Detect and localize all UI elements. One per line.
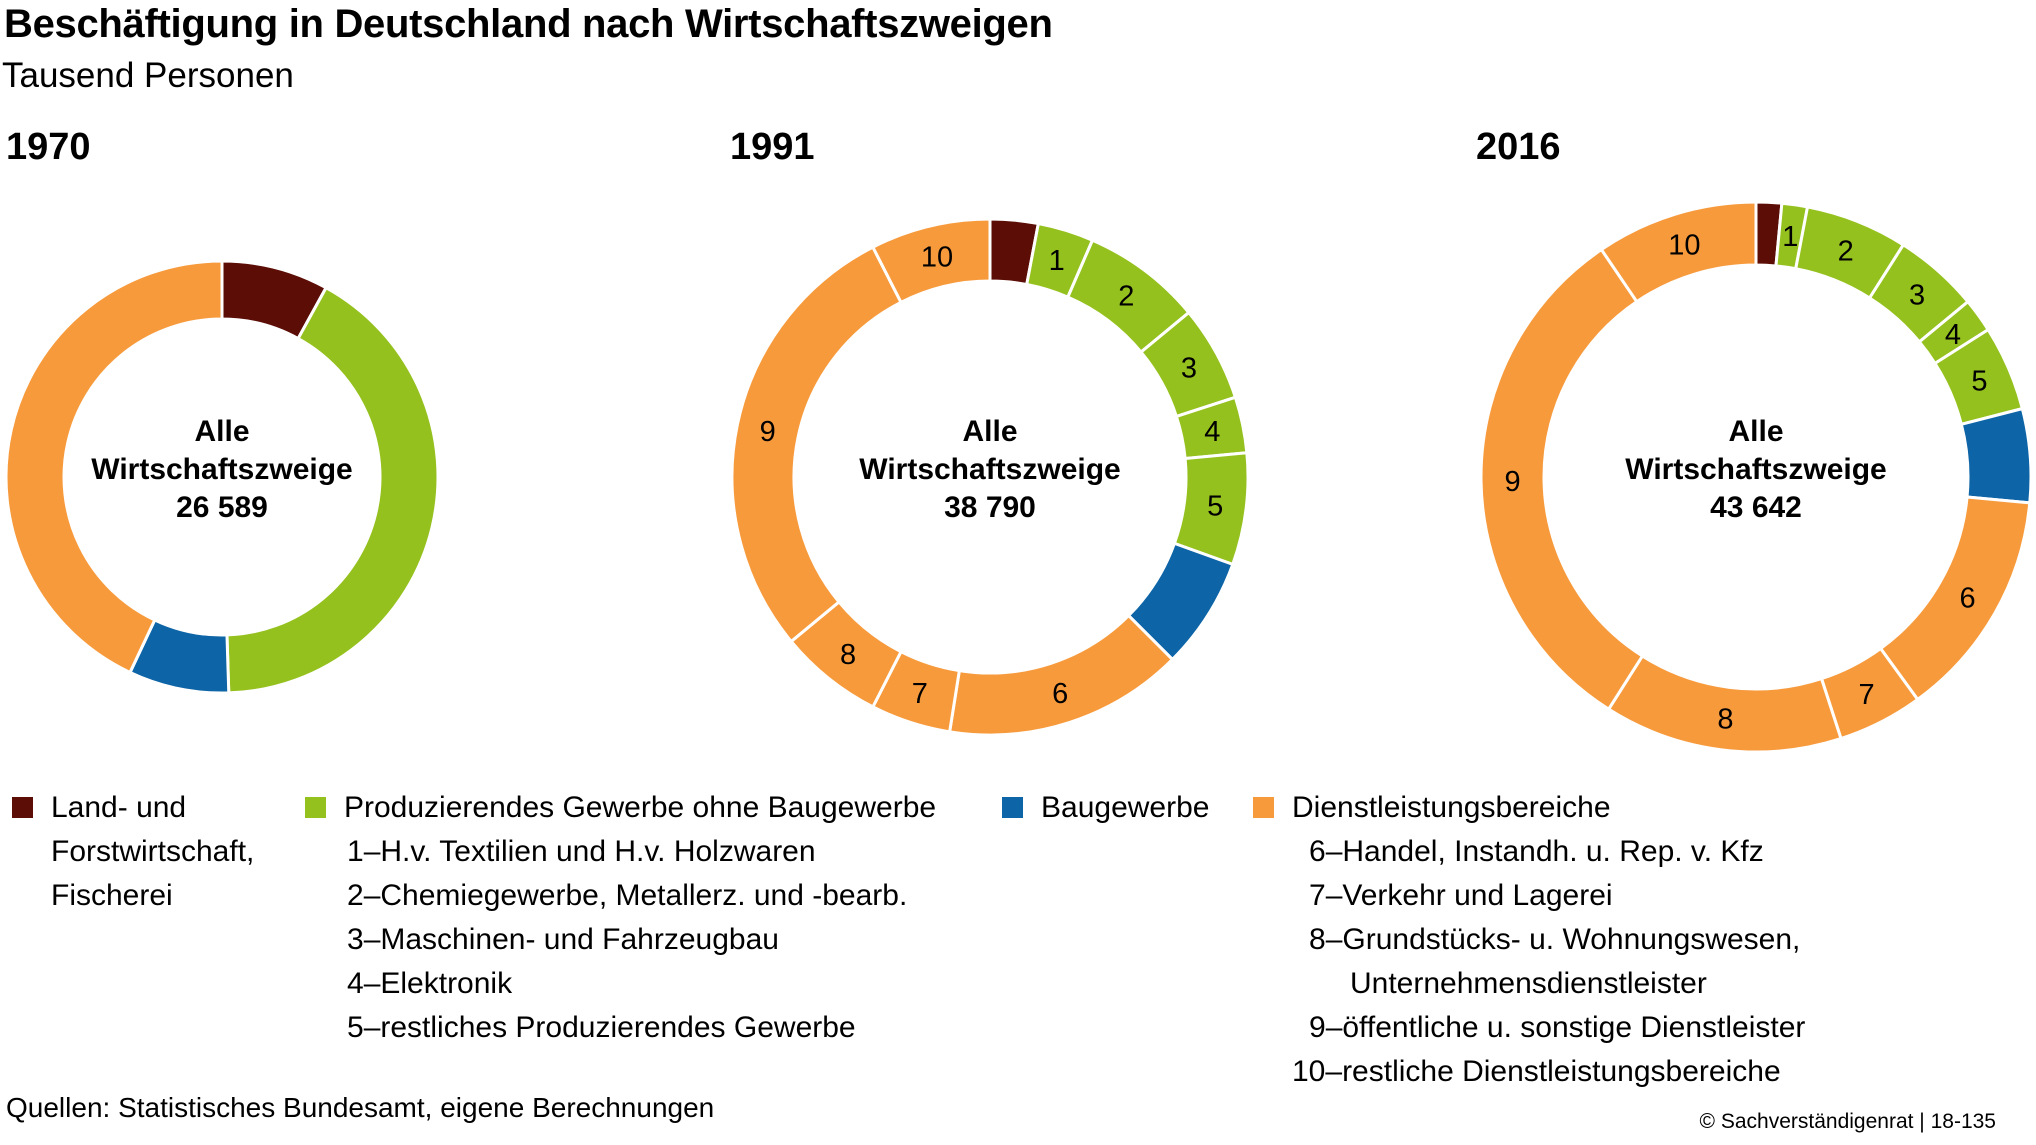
source-note: Quellen: Statistisches Bundesamt, eigene…	[6, 1092, 715, 1123]
legend-land: Land- und Forstwirtschaft, Fischerei	[12, 786, 254, 918]
slice-label-2016-6: 6	[1959, 583, 1975, 615]
slice-label-1991-5: 5	[1207, 490, 1223, 522]
slice-1991-dienst-9	[730, 245, 904, 644]
slice-label-1991-4: 4	[1204, 416, 1220, 448]
slice-label-1991-10: 10	[921, 241, 953, 273]
slice-label-2016-1: 1	[1782, 221, 1798, 253]
legend-item-4: 4–Elektronik	[347, 967, 513, 1000]
slice-label-1991-3: 3	[1181, 353, 1197, 385]
legend-dienst: Dienstleistungsbereiche 6–Handel, Instan…	[1253, 786, 1805, 1094]
donut-2016: 1 2 345 6 7 8 9 10 Alle Wirtschaftszweige 43 642	[1479, 200, 2033, 754]
legend-label-produzierend: Produzierendes Gewerbe ohne Baugewerbe	[344, 791, 937, 824]
slice-1970-dienst	[4, 259, 224, 675]
slice-label-1991-7: 7	[912, 678, 928, 710]
slice-label-2016-9: 9	[1504, 466, 1520, 498]
center-total-2016: 43 642	[1710, 491, 1802, 524]
year-label-1991: 1991	[730, 126, 815, 168]
legend-swatch-produzierend	[305, 796, 326, 818]
slice-1991-dienst-10	[870, 217, 992, 305]
center-label-alle-1991: Alle	[962, 415, 1017, 448]
slice-label-1991-8: 8	[840, 639, 856, 671]
slice-label-2016-8: 8	[1717, 704, 1733, 736]
slice-1991-dienst-6	[947, 613, 1175, 737]
slice-2016-dienst-10	[1599, 200, 1758, 304]
center-total-1991: 38 790	[944, 491, 1036, 524]
donut-1970: Alle Wirtschaftszweige 26 589	[4, 259, 440, 695]
legend-item-3: 3–Maschinen- und Fahrzeugbau	[347, 923, 779, 956]
chart-subtitle: Tausend Personen	[2, 56, 294, 95]
legend-label-bau: Baugewerbe	[1041, 791, 1210, 824]
copyright-note: © Sachverständigenrat | 18-135	[1699, 1110, 1996, 1133]
center-label-alle-1970: Alle	[194, 415, 249, 448]
slice-label-1991-9: 9	[760, 416, 776, 448]
slice-2016-bau	[1959, 406, 2033, 505]
legend-item-10: 10–restliche Dienstleistungsbereiche	[1292, 1055, 1781, 1088]
slice-label-2016-2: 2	[1838, 236, 1854, 268]
center-label-wirtschaftszweige-1970: Wirtschaftszweige	[91, 453, 352, 486]
legend-bau: Baugewerbe	[1002, 786, 1209, 830]
legend-swatch-dienst	[1253, 796, 1274, 818]
slice-label-2016-5: 5	[1971, 365, 1987, 397]
slice-1970-produzierend	[225, 285, 440, 695]
slice-label-1991-2: 2	[1118, 280, 1134, 312]
legend-item-2: 2–Chemiegewerbe, Metallerz. und -bearb.	[347, 879, 908, 912]
donut-1991: 1 2 34 5 6 7 8 9 10 Alle Wirtschaftszweige 38 790	[730, 217, 1250, 737]
center-total-1970: 26 589	[176, 491, 268, 524]
slice-label-2016-10: 10	[1668, 229, 1700, 261]
legend-produzierend: Produzierendes Gewerbe ohne Baugewerbe 1…	[305, 786, 936, 1050]
legend-label-dienst: Dienstleistungsbereiche	[1292, 791, 1611, 824]
slice-label-2016-3: 3	[1909, 279, 1925, 311]
legend-item-1: 1–H.v. Textilien und H.v. Holzwaren	[347, 835, 816, 868]
slice-label-1991-1: 1	[1049, 245, 1065, 277]
legend-item-5: 5–restliches Produzierendes Gewerbe	[347, 1011, 856, 1044]
chart-title: Beschäftigung in Deutschland nach Wirtsc…	[4, 2, 1053, 46]
slice-2016-dienst-9	[1479, 247, 1645, 712]
year-label-2016: 2016	[1476, 126, 1561, 168]
legend-item-8: 8–Grundstücks- u. Wohnungswesen,	[1309, 923, 1801, 956]
slice-label-2016-7: 7	[1858, 679, 1874, 711]
legend-item-9: 9–öffentliche u. sonstige Dienstleister	[1309, 1011, 1806, 1044]
center-label-wirtschaftszweige-1991: Wirtschaftszweige	[859, 453, 1120, 486]
legend-item-6: 6–Handel, Instandh. u. Rep. v. Kfz	[1309, 835, 1764, 868]
legend-swatch-bau	[1002, 796, 1023, 818]
legend-item-8-continued: Unternehmensdienstleister	[1350, 967, 1707, 1000]
legend-item-7: 7–Verkehr und Lagerei	[1309, 879, 1613, 912]
center-label-alle-2016: Alle	[1728, 415, 1783, 448]
center-label-wirtschaftszweige-2016: Wirtschaftszweige	[1625, 453, 1886, 486]
legend-label-land-1: Land- und	[51, 791, 187, 824]
legend-swatch-land	[12, 796, 33, 818]
slice-2016-dienst-6	[1878, 495, 2032, 702]
year-label-1970: 1970	[6, 126, 91, 168]
legend-label-land-2: Forstwirtschaft,	[51, 835, 255, 868]
legend-label-land-3: Fischerei	[51, 879, 173, 912]
slice-label-1991-6: 6	[1052, 678, 1068, 710]
slice-label-2016-4: 4	[1945, 319, 1961, 351]
